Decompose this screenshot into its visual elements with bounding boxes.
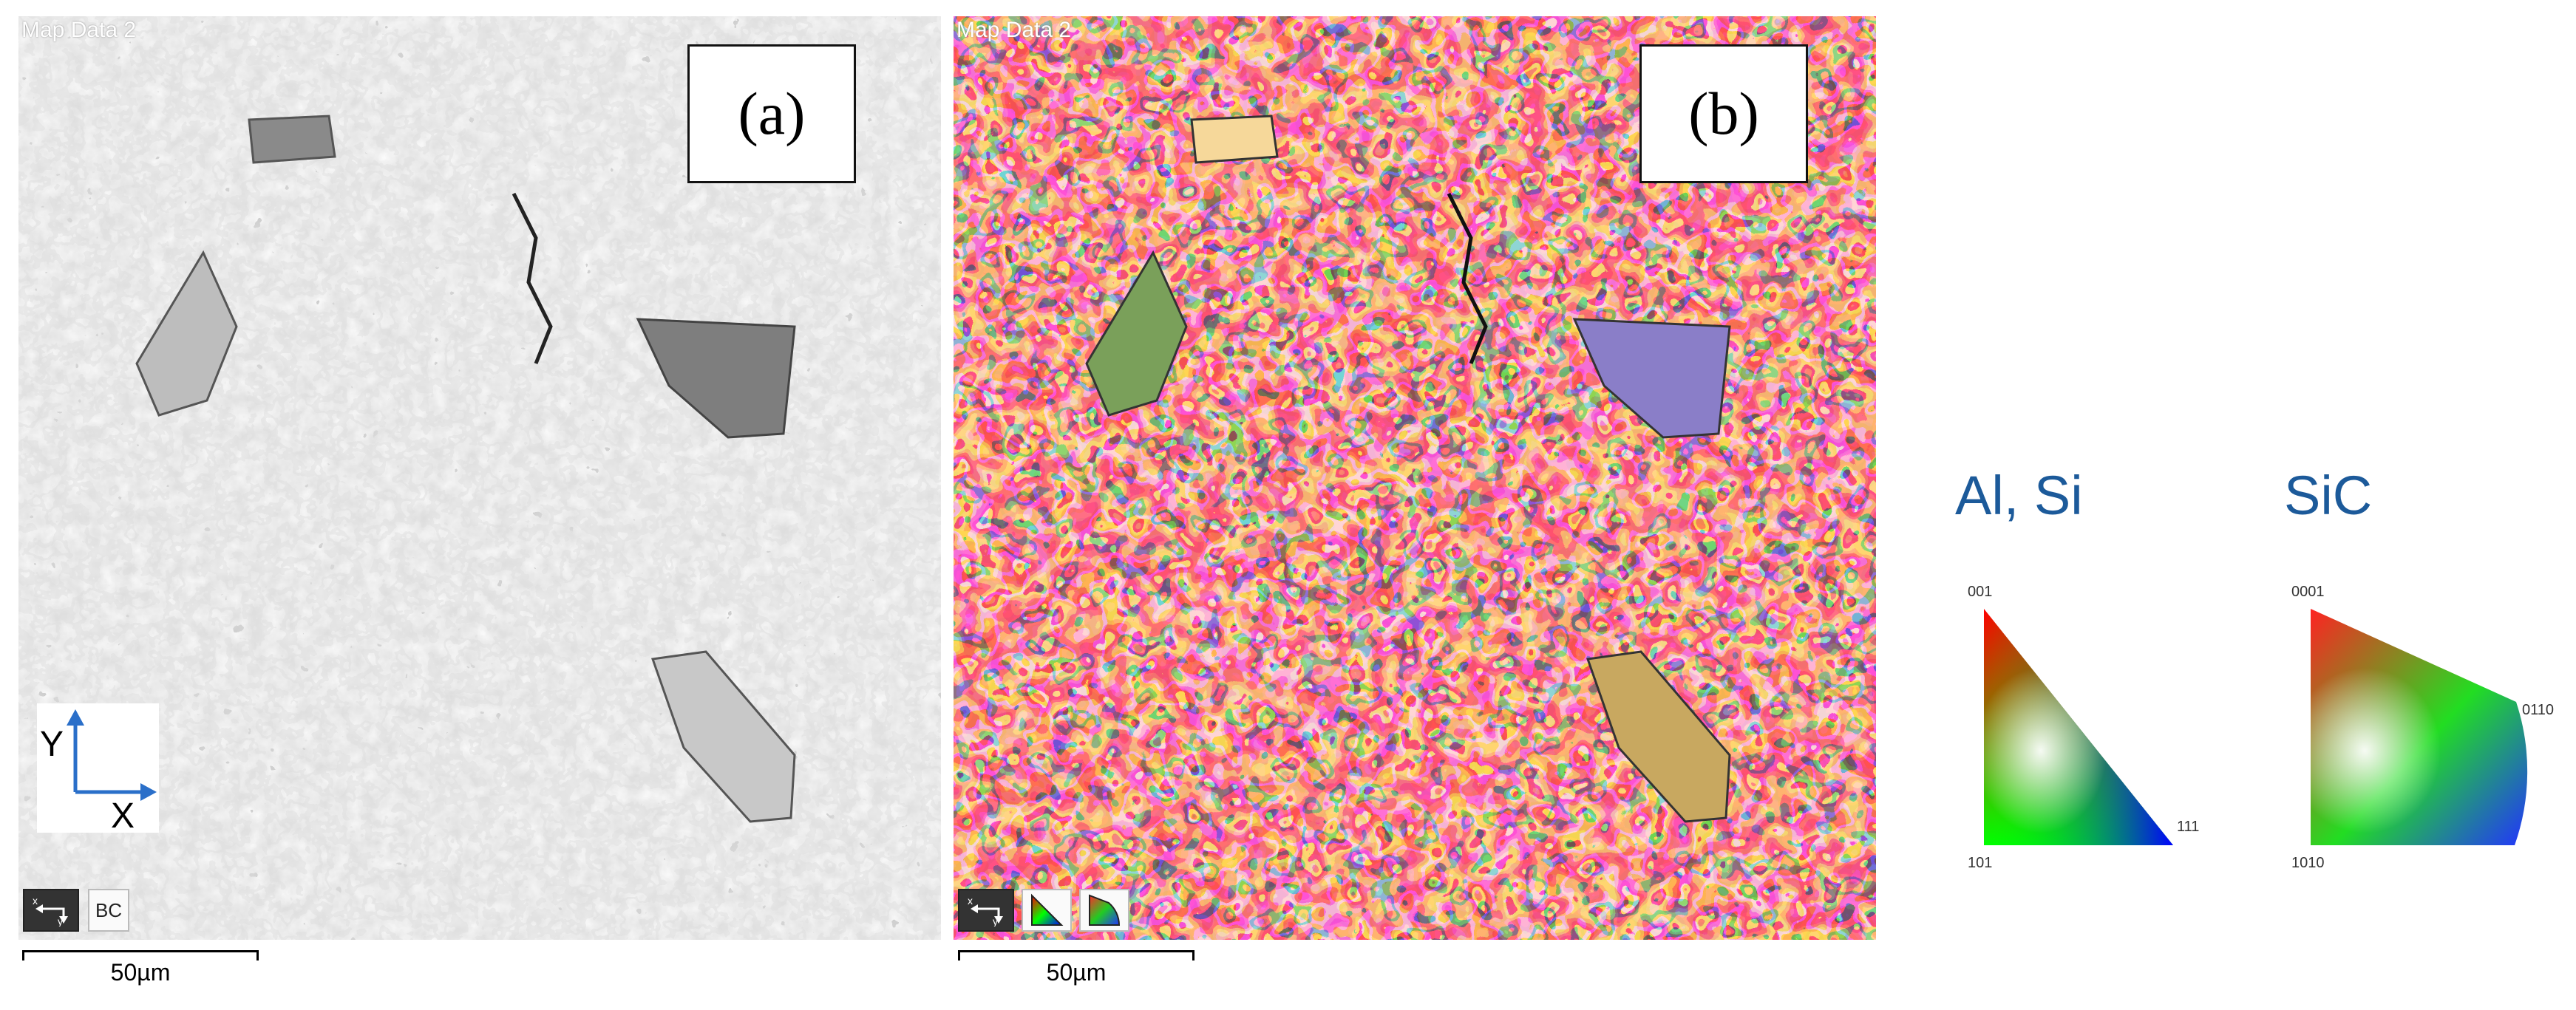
particle-1 — [248, 115, 336, 164]
sic-particle-1 — [1190, 115, 1279, 164]
panel-label-b: (b) — [1639, 44, 1808, 183]
ipf-wedge-icon — [1089, 894, 1121, 926]
crack-b — [1447, 192, 1488, 364]
ipf-alsi-corner-101: 101 — [1968, 855, 1993, 871]
ipf-key-sic — [2311, 609, 2528, 845]
panel-label-a: (a) — [687, 44, 856, 183]
ipf-key-alsi — [1984, 609, 2173, 845]
ipf-alsi-corner-001: 001 — [1968, 584, 1993, 600]
particle-3 — [636, 318, 796, 439]
svg-text:y: y — [58, 915, 63, 927]
scalebar-a-label: 50µm — [110, 959, 171, 986]
bc-label: BC — [95, 898, 123, 921]
scalebar-b: 50µm — [958, 944, 1194, 1003]
micrograph-panel-a: Map Data 2 (a) Y X x y BC — [18, 16, 941, 940]
xy-swap-icon: x y — [968, 895, 1003, 927]
axes-indicator: Y X — [37, 703, 159, 836]
xy-swap-icon: x y — [33, 895, 68, 927]
ipf-triangle-icon — [1031, 893, 1064, 926]
scalebar-b-label: 50µm — [1046, 959, 1107, 986]
sic-particle-4 — [1586, 650, 1731, 823]
crack — [512, 192, 553, 364]
axes-arrows-icon — [67, 709, 157, 801]
ipf-al-button[interactable] — [1022, 889, 1072, 932]
bc-button[interactable]: BC — [88, 889, 129, 932]
axis-x-label: X — [111, 796, 135, 836]
particle-2 — [135, 250, 238, 417]
ipf-sic-corner-0001: 0001 — [2291, 584, 2325, 600]
map-title-b: Map Data 2 — [956, 18, 1072, 42]
scalebar-a: 50µm — [22, 944, 259, 1003]
svg-text:x: x — [33, 895, 38, 907]
legend-title-sic: SiC — [2284, 465, 2373, 526]
particle-4 — [650, 650, 796, 823]
orientation-map-panel-b: Map Data 2 (b) x y — [954, 16, 1876, 940]
svg-text:x: x — [968, 895, 973, 907]
xy-orientation-button[interactable]: x y — [23, 889, 79, 932]
xy-orientation-button-b[interactable]: x y — [958, 889, 1014, 932]
ipf-sic-button[interactable] — [1079, 889, 1129, 932]
sic-particle-3 — [1572, 318, 1731, 439]
ipf-sic-corner-0110: 0110 — [2522, 702, 2555, 718]
ipf-alsi-corner-111: 111 — [2177, 819, 2200, 835]
ipf-sic-corner-1010: 1010 — [2291, 855, 2325, 871]
legend-title-alsi: Al, Si — [1955, 465, 2083, 526]
axis-y-label: Y — [40, 725, 64, 764]
svg-text:y: y — [993, 915, 998, 927]
sic-particle-2 — [1085, 250, 1188, 417]
map-title-a: Map Data 2 — [21, 18, 137, 42]
